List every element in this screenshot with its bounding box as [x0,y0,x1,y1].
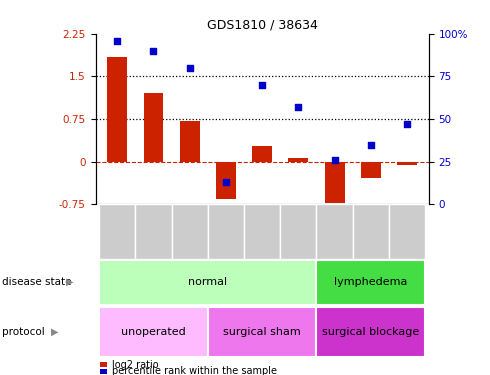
Bar [353,204,389,259]
Text: surgical blockage: surgical blockage [322,327,419,337]
Bar [135,204,172,259]
Text: surgical sham: surgical sham [223,327,301,337]
Text: lymphedema: lymphedema [334,277,408,287]
Text: protocol: protocol [2,327,45,337]
Bar [397,162,417,165]
Bar [99,307,208,357]
Bar [144,93,164,162]
Bar [216,162,236,199]
Bar [208,307,317,357]
Point [149,48,157,54]
Bar [99,260,317,305]
Bar [180,121,200,162]
Bar [325,162,344,202]
Bar [280,204,317,259]
Point [331,157,339,163]
Text: unoperated: unoperated [121,327,186,337]
Text: ▶: ▶ [51,327,59,337]
Bar [317,307,425,357]
Bar [252,146,272,162]
Bar [99,204,135,259]
Text: log2 ratio: log2 ratio [112,360,159,369]
Bar [107,57,127,162]
Bar [361,162,381,178]
Point [258,82,266,88]
Bar [244,204,280,259]
Bar [389,204,425,259]
Point [294,104,302,110]
Text: ▶: ▶ [66,277,74,287]
Bar [208,204,244,259]
Bar [317,260,425,305]
Bar [289,158,308,162]
Point [186,65,194,71]
Title: GDS1810 / 38634: GDS1810 / 38634 [207,18,318,31]
Point [367,142,375,148]
Point [403,121,411,127]
Text: percentile rank within the sample: percentile rank within the sample [112,366,277,375]
Text: normal: normal [188,277,227,287]
Point [113,38,121,44]
Point [222,179,230,185]
Text: disease state: disease state [2,277,72,287]
Bar [317,204,353,259]
Bar [172,204,208,259]
